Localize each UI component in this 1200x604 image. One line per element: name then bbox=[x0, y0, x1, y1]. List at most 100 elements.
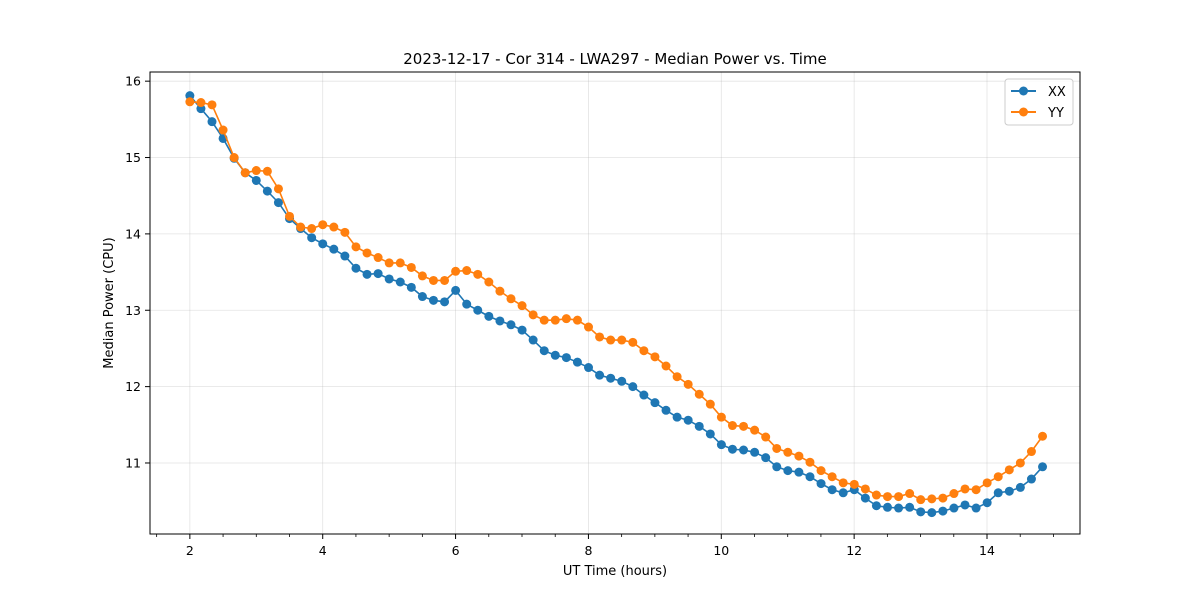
x-tick-label: 6 bbox=[452, 543, 460, 558]
data-point-yy bbox=[262, 166, 272, 176]
data-point-xx bbox=[340, 251, 350, 261]
data-point-yy bbox=[572, 315, 582, 325]
grid bbox=[150, 72, 1080, 534]
data-point-xx bbox=[207, 117, 217, 127]
data-point-yy bbox=[218, 125, 228, 135]
data-point-yy bbox=[196, 98, 206, 108]
data-point-yy bbox=[484, 277, 494, 287]
y-tick-label: 12 bbox=[125, 379, 141, 394]
data-point-yy bbox=[384, 258, 394, 268]
legend-swatch-marker-xx bbox=[1019, 86, 1028, 96]
data-point-yy bbox=[185, 97, 195, 107]
data-point-xx bbox=[384, 274, 394, 284]
x-tick-label: 8 bbox=[584, 543, 592, 558]
series-layer bbox=[185, 91, 1048, 518]
data-point-yy bbox=[1038, 431, 1048, 441]
data-point-xx bbox=[584, 363, 594, 373]
data-point-yy bbox=[451, 266, 461, 276]
data-point-xx bbox=[539, 346, 549, 356]
legend-swatch-marker-yy bbox=[1019, 107, 1028, 117]
data-point-xx bbox=[639, 390, 649, 400]
data-point-xx bbox=[949, 503, 959, 513]
data-point-xx bbox=[440, 297, 450, 307]
data-point-yy bbox=[1015, 458, 1025, 468]
data-point-xx bbox=[905, 502, 915, 512]
data-point-yy bbox=[296, 222, 306, 232]
data-point-yy bbox=[1026, 447, 1036, 457]
data-point-xx bbox=[794, 467, 804, 477]
data-point-yy bbox=[495, 286, 505, 296]
data-point-xx bbox=[484, 311, 494, 321]
y-axis-label: Median Power (CPU) bbox=[102, 237, 117, 368]
data-point-yy bbox=[993, 472, 1003, 482]
data-point-xx bbox=[894, 503, 904, 513]
data-point-xx bbox=[417, 292, 427, 302]
data-point-xx bbox=[739, 445, 749, 455]
data-point-xx bbox=[251, 175, 261, 185]
data-point-xx bbox=[883, 502, 892, 512]
data-point-xx bbox=[761, 453, 771, 463]
data-point-xx bbox=[705, 429, 715, 439]
data-point-yy bbox=[1004, 465, 1014, 475]
data-point-yy bbox=[761, 432, 771, 442]
data-point-yy bbox=[916, 495, 926, 505]
data-point-yy bbox=[273, 184, 283, 194]
data-point-xx bbox=[683, 415, 693, 425]
x-tick-label: 4 bbox=[319, 543, 327, 558]
data-point-yy bbox=[739, 421, 749, 431]
data-point-yy bbox=[462, 266, 472, 276]
data-point-yy bbox=[517, 301, 527, 311]
data-point-xx bbox=[506, 320, 516, 330]
data-point-xx bbox=[971, 503, 981, 513]
data-point-xx bbox=[860, 493, 870, 503]
data-point-xx bbox=[927, 508, 937, 518]
data-point-xx bbox=[916, 507, 926, 517]
data-point-xx bbox=[517, 325, 527, 335]
data-point-xx bbox=[1004, 486, 1014, 496]
data-point-xx bbox=[727, 444, 737, 454]
data-point-xx bbox=[993, 488, 1003, 498]
data-point-xx bbox=[528, 335, 538, 345]
data-point-xx bbox=[750, 447, 760, 457]
series-yy bbox=[185, 97, 1048, 505]
data-point-yy bbox=[716, 412, 726, 422]
data-point-yy bbox=[650, 352, 660, 362]
x-tick-label: 12 bbox=[846, 543, 862, 558]
data-point-xx bbox=[982, 498, 992, 508]
legend: XX YY bbox=[1004, 78, 1074, 126]
data-point-xx bbox=[428, 295, 438, 305]
data-point-xx bbox=[273, 198, 283, 208]
data-point-yy bbox=[329, 222, 339, 232]
data-point-xx bbox=[362, 269, 372, 279]
data-point-xx bbox=[827, 485, 837, 495]
data-point-xx bbox=[550, 350, 560, 360]
data-point-yy bbox=[705, 399, 715, 409]
data-point-yy bbox=[240, 168, 250, 178]
data-point-xx bbox=[650, 398, 660, 408]
data-point-yy bbox=[595, 332, 605, 342]
data-point-yy bbox=[318, 220, 328, 230]
data-point-yy bbox=[285, 211, 295, 221]
data-point-xx bbox=[495, 316, 505, 326]
data-point-yy bbox=[539, 315, 549, 325]
data-point-xx bbox=[262, 186, 272, 196]
data-point-xx bbox=[561, 353, 571, 363]
data-point-xx bbox=[406, 282, 416, 292]
data-point-yy bbox=[827, 472, 837, 482]
data-point-yy bbox=[727, 421, 737, 431]
x-axis-label: UT Time (hours) bbox=[563, 564, 667, 579]
data-point-yy bbox=[207, 100, 217, 110]
data-point-yy bbox=[617, 335, 627, 345]
data-point-yy bbox=[307, 224, 317, 234]
data-point-yy bbox=[960, 484, 970, 494]
data-point-xx bbox=[606, 373, 616, 383]
data-point-yy bbox=[871, 490, 881, 500]
data-point-yy bbox=[628, 337, 638, 347]
data-point-yy bbox=[927, 494, 937, 504]
data-point-yy bbox=[584, 322, 594, 332]
data-point-yy bbox=[606, 335, 616, 345]
data-point-xx bbox=[318, 239, 328, 249]
data-point-xx bbox=[329, 244, 339, 254]
data-point-xx bbox=[661, 405, 671, 415]
x-tick-label: 10 bbox=[713, 543, 729, 558]
